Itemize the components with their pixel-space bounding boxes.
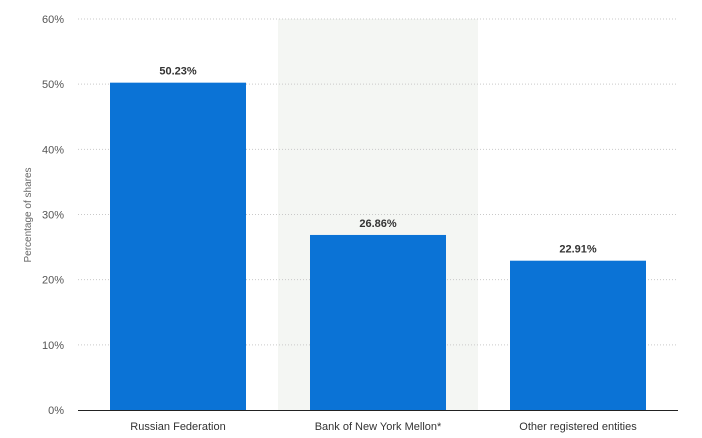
bar [110,82,246,410]
x-category-label: Bank of New York Mellon* [315,421,442,433]
x-category-label: Other registered entities [519,421,637,433]
data-label: 26.86% [359,218,397,230]
x-category-label: Russian Federation [130,421,225,433]
y-axis-title: Percentage of shares [23,167,34,262]
category-labels: Russian Federation Bank of New York Mello… [130,421,637,433]
bars [110,82,646,410]
bar [310,234,446,410]
y-tick-label: 10% [42,340,64,352]
data-label: 50.23% [159,66,197,78]
data-labels: 50.23% 26.86% 22.91% [159,66,597,256]
y-tick-label: 50% [42,79,64,91]
data-label: 22.91% [559,244,597,256]
bar [510,260,646,410]
y-tick-label: 60% [42,14,64,26]
y-tick-label: 40% [42,144,64,156]
y-tick-label: 0% [48,405,64,417]
y-axis-ticks: 0% 10% 20% 30% 40% 50% 60% [42,14,64,417]
y-tick-label: 20% [42,275,64,287]
y-tick-label: 30% [42,210,64,222]
